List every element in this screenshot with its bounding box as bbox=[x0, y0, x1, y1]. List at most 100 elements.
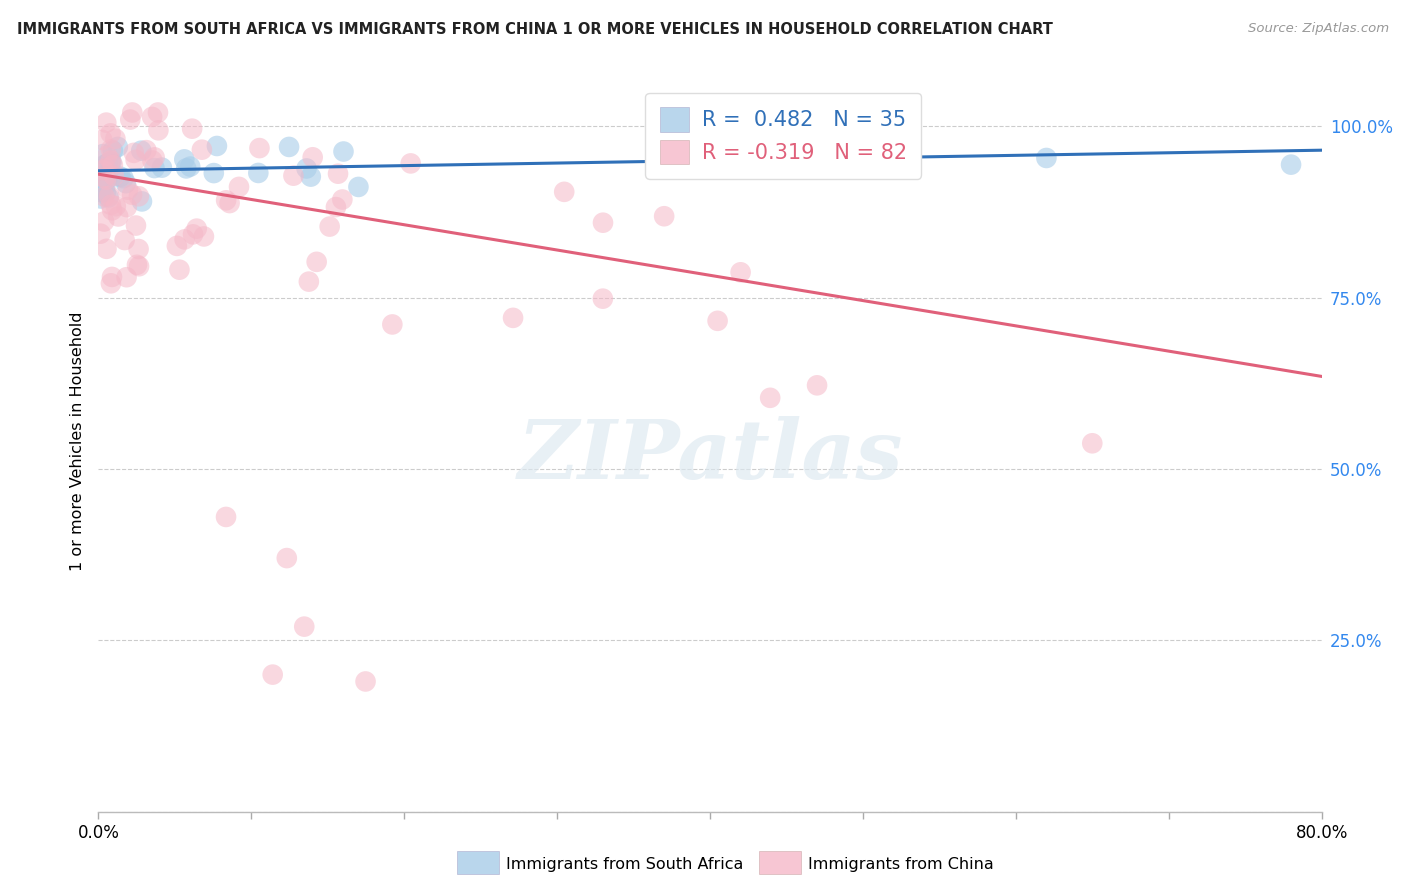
Point bbox=[173, 153, 195, 167]
Text: IMMIGRANTS FROM SOUTH AFRICA VS IMMIGRANTS FROM CHINA 1 OR MORE VEHICLES IN HOUS: IMMIGRANTS FROM SOUTH AFRICA VS IMMIGRAN… bbox=[17, 22, 1053, 37]
Point bbox=[592, 216, 614, 230]
Point bbox=[131, 194, 153, 209]
Point bbox=[399, 156, 422, 170]
Point bbox=[100, 155, 122, 169]
Point bbox=[174, 161, 197, 176]
Point bbox=[332, 145, 354, 159]
Point bbox=[759, 391, 782, 405]
Point bbox=[122, 145, 145, 160]
Point bbox=[347, 180, 370, 194]
Point bbox=[128, 259, 150, 273]
Point bbox=[128, 189, 150, 203]
Point bbox=[101, 203, 124, 218]
Point bbox=[114, 233, 136, 247]
Point bbox=[98, 189, 121, 203]
Point bbox=[115, 176, 138, 190]
Point bbox=[592, 292, 614, 306]
Point bbox=[93, 158, 115, 172]
Point bbox=[107, 210, 129, 224]
Point bbox=[301, 150, 323, 164]
Point bbox=[215, 510, 238, 524]
Point bbox=[103, 169, 125, 183]
Point bbox=[706, 314, 728, 328]
Point bbox=[100, 143, 122, 157]
Point bbox=[112, 171, 135, 186]
Point bbox=[298, 275, 321, 289]
Point bbox=[278, 140, 301, 154]
Point bbox=[101, 158, 124, 172]
Point bbox=[100, 155, 122, 169]
Point bbox=[97, 168, 120, 182]
Point bbox=[91, 133, 114, 147]
Point bbox=[100, 153, 122, 168]
Point bbox=[128, 242, 150, 256]
Point bbox=[181, 121, 204, 136]
Point bbox=[97, 156, 120, 170]
Point bbox=[104, 132, 127, 146]
Point bbox=[325, 200, 347, 214]
Point bbox=[100, 127, 122, 141]
Point bbox=[96, 172, 118, 186]
Legend: R =  0.482   N = 35, R = -0.319   N = 82: R = 0.482 N = 35, R = -0.319 N = 82 bbox=[645, 93, 921, 178]
Point bbox=[94, 186, 117, 200]
Point bbox=[806, 378, 828, 392]
Point bbox=[502, 310, 524, 325]
Point bbox=[89, 227, 111, 241]
Point bbox=[125, 219, 148, 233]
Point bbox=[276, 551, 298, 566]
Point bbox=[146, 105, 169, 120]
Point bbox=[173, 232, 195, 246]
Point bbox=[115, 200, 138, 214]
Point bbox=[141, 153, 163, 168]
Point bbox=[121, 105, 143, 120]
Point bbox=[107, 140, 129, 154]
Point bbox=[218, 196, 240, 211]
Point bbox=[247, 166, 270, 180]
Y-axis label: 1 or more Vehicles in Household: 1 or more Vehicles in Household bbox=[69, 312, 84, 571]
Point bbox=[191, 143, 214, 157]
Point bbox=[93, 163, 115, 178]
Point bbox=[94, 179, 117, 194]
Point bbox=[186, 221, 208, 235]
Point bbox=[730, 265, 752, 279]
Point bbox=[179, 160, 201, 174]
Point bbox=[100, 198, 122, 212]
Point bbox=[215, 194, 238, 208]
Point bbox=[96, 115, 118, 129]
Point bbox=[101, 144, 124, 158]
Point bbox=[96, 149, 118, 163]
Point bbox=[318, 219, 340, 234]
Point bbox=[93, 189, 115, 203]
Point bbox=[1035, 151, 1057, 165]
Point bbox=[652, 209, 675, 223]
Point bbox=[193, 229, 215, 244]
Point bbox=[292, 619, 315, 633]
Point bbox=[166, 239, 188, 253]
Point bbox=[249, 141, 271, 155]
Point bbox=[90, 192, 112, 206]
Point bbox=[110, 169, 132, 184]
Point bbox=[91, 147, 114, 161]
Point bbox=[129, 144, 152, 158]
Point bbox=[120, 112, 142, 127]
Point bbox=[117, 183, 139, 197]
Text: Immigrants from South Africa: Immigrants from South Africa bbox=[506, 857, 744, 871]
Point bbox=[121, 187, 143, 202]
Point bbox=[94, 168, 117, 182]
Point bbox=[305, 255, 328, 269]
Point bbox=[381, 318, 404, 332]
Point bbox=[94, 161, 117, 176]
Point bbox=[354, 674, 377, 689]
Point bbox=[1081, 436, 1104, 450]
Point bbox=[228, 180, 250, 194]
Point bbox=[332, 193, 354, 207]
Point bbox=[143, 150, 166, 164]
Point bbox=[205, 139, 228, 153]
Point bbox=[135, 143, 157, 157]
Point bbox=[148, 123, 170, 137]
Point bbox=[93, 170, 115, 185]
Point bbox=[283, 169, 305, 183]
Point bbox=[150, 161, 173, 175]
Point bbox=[101, 269, 124, 284]
Point bbox=[299, 169, 322, 184]
